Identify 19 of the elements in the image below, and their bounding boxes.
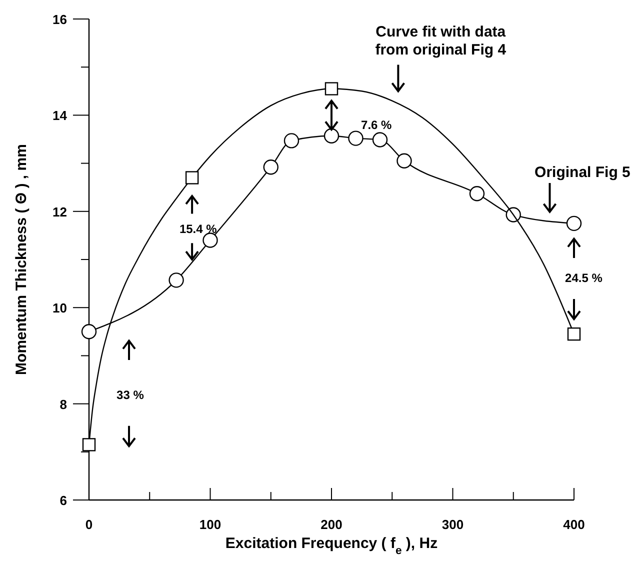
- annotation: 7.6 %: [361, 118, 392, 132]
- annotation: 33 %: [116, 388, 144, 402]
- x-tick-label: 0: [85, 517, 93, 532]
- annotation: Original Fig 5: [534, 164, 630, 181]
- y-tick-label: 16: [52, 12, 67, 27]
- y-tick-label: 6: [60, 493, 67, 508]
- y-tick-label: 8: [60, 396, 67, 412]
- x-tick-label: 400: [563, 517, 585, 532]
- y-tick-label: 10: [52, 300, 67, 316]
- y-tick-label: 14: [52, 108, 68, 124]
- x-tick-label: 200: [320, 517, 342, 532]
- x-tick-label: 100: [199, 517, 222, 532]
- annotation: Curve fit with data from original Fig 4: [375, 24, 507, 59]
- y-axis-title: Momentum Thickness ( Θ ) , mm: [13, 144, 30, 375]
- y-tick-label: 12: [52, 204, 67, 220]
- annotation: 24.5 %: [565, 270, 603, 285]
- annotation: 15.4 %: [179, 222, 218, 236]
- x-axis-title: Excitation Frequency ( f$_{e}$ ), Hz: [225, 535, 438, 557]
- x-tick-label: 300: [442, 517, 464, 532]
